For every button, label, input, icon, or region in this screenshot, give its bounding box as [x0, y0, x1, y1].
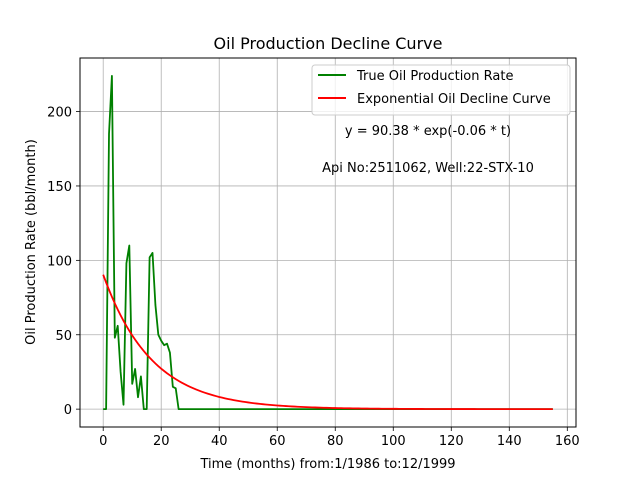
- y-tick-label: 100: [47, 254, 72, 269]
- series-true-oil-production-rate: [103, 74, 553, 411]
- x-tick-label: 100: [381, 434, 406, 449]
- legend-box: [311, 64, 571, 116]
- legend-label-exponential: Exponential Oil Decline Curve: [357, 92, 551, 107]
- series-layer: [102, 74, 553, 411]
- plot-area-frame: [79, 57, 577, 428]
- equation-annotation: y = 90.38 * exp(-0.06 * t): [345, 124, 511, 139]
- series-exponential-oil-decline-curve: [102, 274, 553, 411]
- well-annotation: Api No:2511062, Well:22-STX-10: [322, 161, 534, 176]
- tick-layer: 0 20 40 60 80 100 120 140 160 0 50 100 150 200: [47, 106, 580, 449]
- x-tick-label: 0: [99, 434, 107, 449]
- y-axis-label: Oil Production Rate (bbl/month): [24, 139, 39, 345]
- x-tick-label: 160: [555, 434, 580, 449]
- legend: True Oil Production Rate Exponential Oil…: [311, 64, 571, 116]
- x-tick-label: 140: [497, 434, 522, 449]
- chart-title: Oil Production Decline Curve: [214, 34, 443, 53]
- x-tick-label: 120: [439, 434, 464, 449]
- legend-label-true-rate: True Oil Production Rate: [356, 69, 513, 84]
- x-tick-label: 20: [153, 434, 170, 449]
- y-tick-label: 150: [47, 180, 72, 195]
- x-tick-label: 80: [327, 434, 344, 449]
- x-tick-label: 60: [269, 434, 286, 449]
- x-tick-label: 40: [211, 434, 228, 449]
- y-tick-label: 200: [47, 106, 72, 121]
- y-tick-label: 0: [64, 403, 72, 418]
- x-axis-label: Time (months) from:1/1986 to:12/1999: [199, 457, 455, 472]
- y-tick-label: 50: [55, 329, 72, 344]
